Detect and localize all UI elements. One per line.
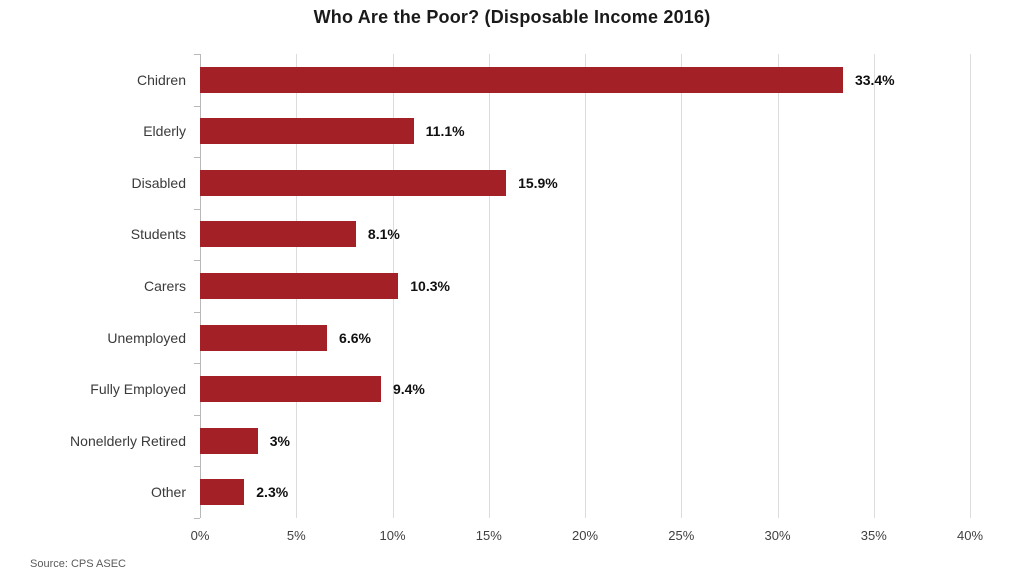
source-note: Source: CPS ASEC [30,558,126,570]
x-tick-label: 5% [286,528,306,543]
category-label: Carers [143,278,186,294]
value-label: 15.9% [518,174,558,191]
y-tick-mark [194,54,200,55]
gridline [585,54,586,518]
x-tick-label: 40% [956,528,984,543]
gridline [488,54,490,518]
x-tick-label: 35% [860,528,887,543]
value-label: 10.3% [410,278,450,294]
category-label: Nonelderly Retired [70,432,186,449]
gridline [777,54,779,518]
y-tick-mark [194,518,200,519]
value-label: 2.3% [256,484,289,501]
bar-fully-employed [200,376,381,403]
plot-area [194,54,971,519]
bar-students [200,221,356,248]
category-label: Other [150,484,186,501]
bar-carers [200,273,399,299]
y-tick-mark [194,414,200,416]
value-label: 11.1% [425,123,465,140]
x-tick-label: 20% [571,528,599,543]
category-label: Disabled [131,174,186,191]
category-label: Fully Employed [90,381,186,398]
x-tick-label: 0% [190,528,210,543]
x-tick-label: 25% [668,528,695,543]
y-tick-mark [194,466,200,468]
category-label: Elderly [143,123,186,140]
gridline [970,54,971,518]
y-tick-mark [194,260,200,262]
value-label: 33.4% [854,71,895,88]
value-label: 6.6% [339,329,371,346]
y-tick-mark [194,311,200,313]
y-tick-mark [194,105,200,107]
y-tick-mark [194,157,200,159]
bar-elderly [200,118,414,145]
gridline [873,54,875,518]
bar-chidren [200,66,843,93]
bar-other [200,479,245,506]
gridline [681,54,683,518]
value-label: 8.1% [367,226,400,243]
category-label: Unemployed [107,329,186,346]
y-tick-mark [194,363,200,365]
bar-nonelderly-retired [200,427,258,454]
category-label: Chidren [136,71,186,88]
bar-unemployed [200,324,328,351]
category-label: Students [130,226,186,243]
value-label: 3% [269,432,290,449]
x-tick-label: 30% [764,528,791,543]
value-label: 9.4% [392,381,425,398]
x-tick-label: 15% [475,528,502,543]
bar-disabled [200,169,507,196]
chart-title: Who Are the Poor? (Disposable Income 201… [313,7,711,27]
x-tick-label: 10% [379,528,406,543]
y-tick-mark [194,208,200,210]
